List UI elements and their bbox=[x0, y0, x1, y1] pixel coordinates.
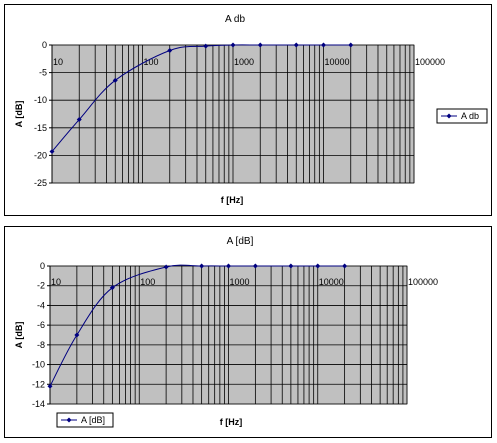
y-tick-label: -15 bbox=[34, 123, 47, 133]
x-tick-label: 1000 bbox=[234, 57, 254, 67]
y-axis-label: A [dB] bbox=[14, 322, 24, 349]
data-point bbox=[230, 42, 236, 48]
chart-title: A [dB] bbox=[227, 236, 254, 247]
y-tick-label: -4 bbox=[37, 300, 45, 310]
chart-panel-a-db-bracket: 0 -2 -4 -6 -8 -10 -12 -14 10 100 1000 10000 100000 A … bbox=[4, 226, 492, 438]
y-tick-label: -20 bbox=[34, 150, 47, 160]
legend-box bbox=[436, 108, 488, 124]
data-point bbox=[252, 263, 258, 269]
y-tick-label: -10 bbox=[32, 360, 45, 370]
legend-box bbox=[56, 412, 114, 428]
x-tick-label: 10 bbox=[53, 57, 63, 67]
y-tick-label: -12 bbox=[32, 379, 45, 389]
data-point bbox=[342, 263, 348, 269]
data-point bbox=[293, 42, 299, 48]
data-point bbox=[257, 42, 263, 48]
y-tick-label: -10 bbox=[34, 95, 47, 105]
data-point bbox=[199, 263, 205, 269]
data-point bbox=[49, 149, 55, 155]
data-point bbox=[109, 285, 115, 291]
x-axis-label: f [Hz] bbox=[221, 195, 244, 205]
y-tick-label: 0 bbox=[42, 40, 47, 50]
legend-marker bbox=[66, 417, 72, 423]
data-point bbox=[167, 48, 173, 54]
data-point bbox=[203, 43, 209, 49]
series-line bbox=[49, 264, 345, 387]
x-tick-label: 10 bbox=[51, 277, 61, 287]
y-tick-label: -8 bbox=[37, 340, 45, 350]
legend-label: A db bbox=[461, 111, 479, 121]
data-point bbox=[288, 263, 294, 269]
chart-title: A db bbox=[225, 14, 245, 25]
y-tick-label: 0 bbox=[40, 261, 45, 271]
y-axis-label: A [dB] bbox=[14, 101, 24, 128]
chart-panel-a-db: 0 -5 -10 -15 -20 -25 10 100 1000 10000 100000 A db f… bbox=[4, 4, 492, 216]
legend-label: A [dB] bbox=[81, 415, 105, 425]
x-tick-label: 1000 bbox=[230, 277, 250, 287]
data-point bbox=[47, 383, 53, 389]
x-tick-label: 100 bbox=[144, 57, 159, 67]
data-point bbox=[112, 77, 118, 83]
y-tick-label: -2 bbox=[37, 281, 45, 291]
series-line bbox=[51, 44, 351, 152]
chart-a-db-bracket: 0 -2 -4 -6 -8 -10 -12 -14 10 100 1000 10000 100000 A … bbox=[14, 236, 438, 428]
legend-marker bbox=[446, 113, 452, 119]
data-point bbox=[315, 263, 321, 269]
y-tick-label: -25 bbox=[34, 178, 47, 188]
chart-a-db: 0 -5 -10 -15 -20 -25 10 100 1000 10000 100000 A db f… bbox=[14, 14, 488, 205]
y-tick-label: -6 bbox=[37, 320, 45, 330]
x-tick-label: 10000 bbox=[319, 277, 344, 287]
data-point bbox=[76, 117, 82, 123]
data-point bbox=[321, 42, 326, 48]
data-point bbox=[348, 42, 354, 48]
data-point bbox=[226, 263, 231, 269]
data-point bbox=[163, 264, 169, 270]
x-tick-label: 100 bbox=[140, 277, 155, 287]
x-tick-label: 100000 bbox=[408, 277, 438, 287]
y-tick-label: -14 bbox=[32, 399, 45, 409]
data-point bbox=[74, 332, 80, 338]
x-tick-label: 100000 bbox=[415, 57, 445, 67]
y-tick-label: -5 bbox=[39, 68, 47, 78]
x-tick-label: 10000 bbox=[325, 57, 350, 67]
x-axis-label: f [Hz] bbox=[220, 417, 243, 427]
